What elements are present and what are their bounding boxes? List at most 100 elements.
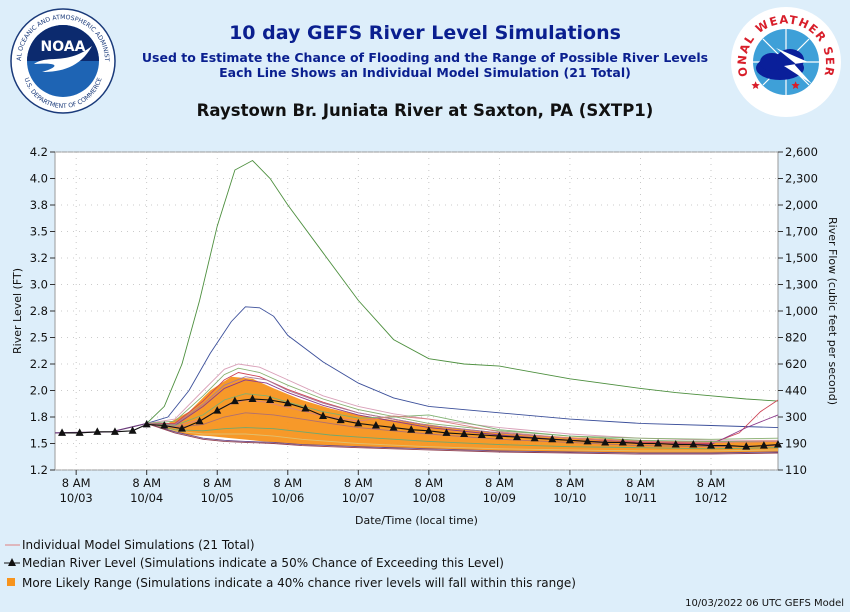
model-run-footer: 10/03/2022 06 UTC GEFS Model (685, 598, 844, 609)
x-tick-label-time: 8 AM (626, 476, 655, 490)
x-tick-label-time: 8 AM (556, 476, 585, 490)
y2-tick-label: 440 (785, 384, 807, 398)
y2-tick-label: 300 (785, 410, 807, 424)
likely-range-area (146, 376, 778, 453)
y2-axis-label: River Flow (cubic feet per second) (826, 217, 839, 405)
y-tick-label: 3.0 (30, 278, 48, 292)
legend-swatch-median-marker (8, 558, 16, 566)
x-tick-label-date: 10/10 (553, 491, 586, 505)
y2-tick-label: 1,300 (785, 278, 818, 292)
y2-tick-label: 2,300 (785, 172, 818, 186)
simulation-line (146, 412, 779, 448)
median-marker (636, 439, 645, 447)
y-axis-label: River Level (FT) (11, 268, 24, 354)
legend-label: Median River Level (Simulations indicate… (22, 556, 504, 570)
median-marker (177, 424, 186, 432)
chart-subtitle-line2: Each Line Shows an Individual Model Simu… (219, 65, 631, 80)
legend-label: More Likely Range (Simulations indicate … (22, 576, 576, 590)
grid (55, 151, 778, 471)
median-marker (724, 441, 733, 449)
x-tick-label-date: 10/12 (694, 491, 727, 505)
y2-tick-label: 190 (785, 437, 807, 451)
median-marker (601, 437, 610, 446)
y-tick-label: 3.8 (30, 198, 48, 212)
median-marker (230, 396, 239, 405)
station-title: Raystown Br. Juniata River at Saxton, PA… (196, 101, 654, 120)
nws-logo: NATIONAL WEATHER SERVICE (723, 0, 844, 124)
y-tick-label: 4.2 (30, 145, 48, 159)
simulation-line (146, 367, 779, 440)
x-tick-label-date: 10/11 (624, 491, 657, 505)
y-tick-label: 2.5 (30, 331, 48, 345)
median-marker (460, 429, 469, 437)
median-marker (371, 420, 380, 429)
legend: Individual Model Simulations (21 Total) M… (4, 538, 576, 590)
median-marker (213, 406, 222, 414)
median-marker (671, 440, 680, 448)
x-tick-label-time: 8 AM (273, 476, 302, 490)
x-tick-label-date: 10/09 (483, 491, 516, 505)
median-marker (160, 420, 169, 429)
y2-tick-label: 1,500 (785, 251, 818, 265)
median-marker (583, 436, 592, 445)
simulation-line (146, 422, 779, 455)
median-marker (75, 428, 84, 436)
x-tick-label-date: 10/08 (412, 491, 445, 505)
y-tick-label: 2.8 (30, 304, 48, 318)
simulation-line (146, 159, 779, 424)
y-tick-label: 2.2 (30, 357, 48, 371)
x-tick-label-time: 8 AM (203, 476, 232, 490)
median-marker (759, 441, 768, 449)
y2-tick-label: 820 (785, 331, 807, 345)
simulation-line (146, 306, 779, 429)
x-tick-label-time: 8 AM (414, 476, 443, 490)
y2-tick-label: 620 (785, 357, 807, 371)
median-marker (654, 439, 663, 447)
simulation-line (146, 422, 779, 452)
median-marker (706, 441, 715, 449)
median-marker (689, 440, 698, 448)
median-marker (530, 433, 539, 442)
median-marker (128, 426, 137, 434)
median-marker (195, 416, 204, 425)
median-marker (142, 419, 151, 428)
y2-tick-label: 1,000 (785, 304, 818, 318)
axes: 1.2 110 1.5 190 1.8 300 2.0 440 2.2 620 2.5 820 2.8 1… (30, 145, 818, 505)
x-tick-label-time: 8 AM (132, 476, 161, 490)
noaa-logo-text: NOAA (41, 39, 86, 55)
median-marker (477, 430, 486, 439)
median-marker (319, 411, 328, 419)
x-tick-label-time: 8 AM (697, 476, 726, 490)
legend-swatch-range (7, 578, 15, 586)
y-tick-label: 1.2 (30, 463, 48, 477)
median-marker (407, 425, 416, 433)
y2-tick-label: 1,700 (785, 225, 818, 239)
median-line-path (62, 398, 779, 448)
median-marker (58, 428, 67, 436)
median-marker (742, 442, 751, 450)
median-marker (424, 426, 433, 434)
median-marker (548, 434, 557, 443)
median-marker (283, 398, 292, 407)
x-tick-label-date: 10/04 (130, 491, 163, 505)
x-tick-label-date: 10/07 (342, 491, 375, 505)
simulation-line (146, 422, 779, 450)
y-tick-label: 3.2 (30, 251, 48, 265)
median-marker (266, 395, 275, 404)
y-tick-label: 3.5 (30, 225, 48, 239)
median-line (58, 394, 782, 450)
legend-label: Individual Model Simulations (21 Total) (22, 538, 255, 552)
median-marker (618, 437, 627, 446)
median-marker (301, 404, 310, 412)
y-tick-label: 2.0 (30, 384, 48, 398)
x-tick-label-time: 8 AM (344, 476, 373, 490)
median-marker (336, 415, 345, 424)
chart-subtitle-line1: Used to Estimate the Chance of Flooding … (141, 50, 709, 65)
median-marker (93, 427, 102, 435)
median-marker (110, 427, 119, 435)
x-tick-label-time: 8 AM (485, 476, 514, 490)
median-marker (442, 428, 451, 436)
simulation-line (146, 422, 779, 454)
median-marker (565, 435, 574, 444)
